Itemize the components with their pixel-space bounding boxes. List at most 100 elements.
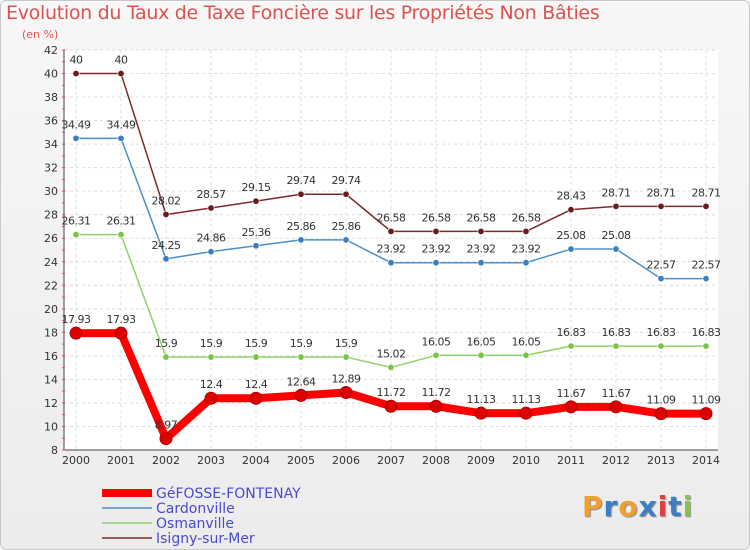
data-label: 12.4 — [200, 378, 223, 391]
data-point — [654, 407, 668, 421]
data-label: 28.71 — [692, 186, 721, 199]
data-label: 34.49 — [107, 118, 136, 131]
data-point — [477, 351, 485, 359]
data-point — [297, 236, 305, 244]
data-label: 25.86 — [332, 220, 361, 233]
data-label: 11.13 — [512, 393, 541, 406]
y-tick-label: 34 — [44, 138, 58, 151]
y-tick-label: 16 — [44, 350, 58, 363]
x-tick-label: 2012 — [602, 454, 630, 467]
data-label: 15.02 — [377, 347, 406, 360]
data-label: 12.4 — [245, 378, 268, 391]
data-label: 23.92 — [467, 243, 496, 256]
x-tick-label: 2005 — [287, 454, 315, 467]
data-label: 25.36 — [242, 226, 271, 239]
data-label: 15.9 — [290, 337, 313, 350]
data-label: 25.08 — [557, 229, 586, 242]
legend: GéFOSSE-FONTENAYCardonvilleOsmanvilleIsi… — [102, 486, 301, 547]
series-g-fosse-fontenay: 17.93 17.93 8.97 12.4 12.4 12.64 12.89 11.72 11.… — [62, 313, 721, 446]
data-point — [249, 391, 263, 405]
y-tick-label: 14 — [44, 373, 58, 386]
y-tick-label: 28 — [44, 209, 58, 222]
data-label: 23.92 — [422, 243, 451, 256]
x-tick-label: 2010 — [512, 454, 540, 467]
data-point — [294, 388, 308, 402]
y-tick-label: 10 — [44, 420, 58, 433]
data-point — [339, 385, 353, 399]
series-isigny-sur-mer: 40 40 28.02 28.57 29.15 29.74 29.74 26.58 26.58 2… — [70, 54, 721, 235]
data-point — [657, 342, 665, 350]
legend-label: Cardonville — [156, 501, 235, 517]
data-label: 12.64 — [287, 375, 316, 388]
data-label: 16.05 — [512, 335, 541, 348]
data-point — [612, 342, 620, 350]
data-point — [609, 400, 623, 414]
data-label: 40 — [70, 54, 83, 67]
legend-label: GéFOSSE-FONTENAY — [156, 486, 301, 502]
y-tick-label: 12 — [44, 397, 58, 410]
data-label: 26.31 — [62, 215, 91, 228]
data-label: 11.13 — [467, 393, 496, 406]
y-tick-label: 30 — [44, 185, 58, 198]
data-label: 16.05 — [422, 335, 451, 348]
data-point — [207, 204, 215, 212]
data-label: 16.83 — [557, 326, 586, 339]
data-label: 29.15 — [242, 181, 271, 194]
data-point — [117, 231, 125, 239]
data-point — [384, 399, 398, 413]
data-point — [567, 206, 575, 214]
data-point — [612, 245, 620, 253]
data-point — [117, 70, 125, 78]
data-point — [657, 202, 665, 210]
y-tick-label: 8 — [51, 444, 58, 457]
data-point — [72, 70, 80, 78]
x-tick-label: 2009 — [467, 454, 495, 467]
data-label: 34.49 — [62, 118, 91, 131]
legend-label: Isigny-sur-Mer — [156, 531, 255, 547]
data-point — [612, 202, 620, 210]
data-point — [117, 134, 125, 142]
x-tick-label: 2011 — [557, 454, 585, 467]
y-tick-label: 32 — [44, 162, 58, 175]
logo-letter: i — [682, 490, 694, 523]
data-label: 11.72 — [422, 386, 451, 399]
data-label: 23.92 — [377, 243, 406, 256]
data-point — [387, 363, 395, 371]
data-label: 16.83 — [647, 326, 676, 339]
data-label: 25.08 — [602, 229, 631, 242]
data-point — [387, 259, 395, 267]
data-label: 25.86 — [287, 220, 316, 233]
data-label: 29.74 — [287, 174, 316, 187]
data-point — [657, 275, 665, 283]
x-tick-label: 2006 — [332, 454, 360, 467]
x-tick-label: 2000 — [62, 454, 90, 467]
data-label: 28.43 — [557, 190, 586, 203]
data-label: 24.86 — [197, 232, 226, 245]
legend-label: Osmanville — [156, 516, 234, 532]
x-tick-label: 2002 — [152, 454, 180, 467]
data-point — [114, 326, 128, 340]
x-tick-label: 2007 — [377, 454, 405, 467]
data-point — [162, 353, 170, 361]
data-point — [159, 432, 173, 446]
data-label: 17.93 — [62, 313, 91, 326]
data-point — [522, 227, 530, 235]
data-point — [297, 190, 305, 198]
data-label: 26.58 — [377, 211, 406, 224]
data-point — [207, 353, 215, 361]
data-label: 26.58 — [512, 211, 541, 224]
data-point — [252, 353, 260, 361]
data-point — [522, 259, 530, 267]
y-tick-label: 18 — [44, 326, 58, 339]
data-label: 29.74 — [332, 174, 361, 187]
y-tick-label: 22 — [44, 279, 58, 292]
data-point — [702, 275, 710, 283]
data-point — [204, 391, 218, 405]
data-point — [702, 202, 710, 210]
data-label: 11.67 — [557, 387, 586, 400]
data-label: 15.9 — [200, 337, 223, 350]
x-tick-label: 2001 — [107, 454, 135, 467]
chart-title: Evolution du Taux de Taxe Foncière sur l… — [6, 2, 600, 24]
y-tick-label: 42 — [44, 44, 58, 57]
